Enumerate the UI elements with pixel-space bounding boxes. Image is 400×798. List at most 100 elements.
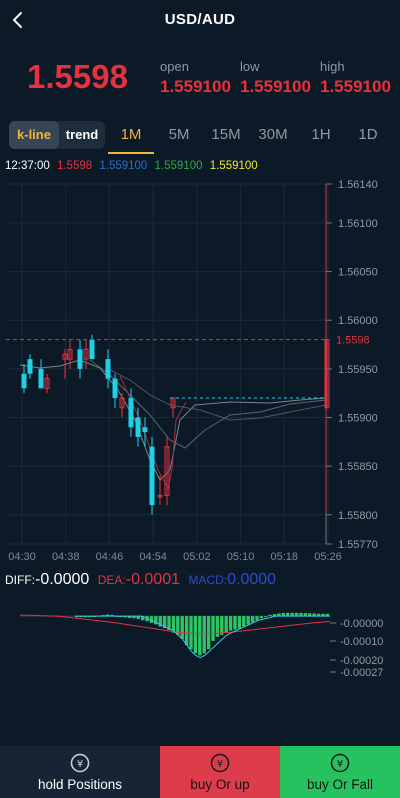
info-value-1: 1.5598 bbox=[56, 160, 93, 172]
y-tick-label: 1.55950 bbox=[338, 364, 378, 376]
macd-histogram-bar bbox=[180, 616, 184, 639]
macd-y-tick-label: -0.00000 bbox=[340, 618, 383, 630]
macd-histogram-bar bbox=[264, 616, 268, 618]
candle-body bbox=[27, 359, 33, 374]
hold-positions-label: hold Positions bbox=[37, 777, 123, 792]
quote-summary: 1.5598 open 1.559100 low 1.559100 high 1… bbox=[0, 52, 400, 102]
macd-histogram-bar bbox=[162, 616, 167, 629]
x-tick-label: 05:26 bbox=[314, 551, 342, 563]
candle-body bbox=[21, 373, 27, 389]
yen-up-icon: ¥ bbox=[209, 752, 231, 774]
tab-30m[interactable]: 30M bbox=[258, 126, 288, 143]
macd-histogram-bar bbox=[237, 616, 242, 629]
chart-mode-toggle: k-line trend bbox=[9, 121, 105, 149]
macd-y-tick-label: -0.00027 bbox=[340, 667, 383, 679]
svg-text:¥: ¥ bbox=[77, 759, 83, 770]
macd-histogram-bar bbox=[312, 613, 316, 617]
kline-mode-button[interactable]: k-line bbox=[9, 121, 59, 149]
bottom-action-bar: ¥ hold Positions ¥ buy Or up ¥ buy Or Fa… bbox=[0, 746, 400, 798]
macd-histogram-bar bbox=[198, 616, 202, 656]
macd-histogram-bar bbox=[167, 616, 171, 630]
ma-line-long bbox=[109, 369, 327, 421]
page-title: USD/AUD bbox=[164, 11, 236, 28]
back-arrow-icon[interactable] bbox=[10, 9, 30, 31]
x-tick-label: 05:18 bbox=[271, 551, 299, 563]
y-tick-label: 1.55900 bbox=[338, 413, 378, 425]
active-tab-indicator bbox=[108, 152, 154, 154]
macd-histogram-bar bbox=[299, 612, 303, 617]
macd-histogram-bar bbox=[246, 616, 250, 625]
svg-text:¥: ¥ bbox=[217, 759, 223, 770]
dea-value: -0.0001 bbox=[125, 571, 180, 588]
macd-histogram-bar bbox=[220, 616, 224, 635]
x-tick-label: 04:46 bbox=[96, 551, 124, 563]
candle-body bbox=[157, 494, 163, 498]
buy-up-button[interactable]: ¥ buy Or up bbox=[160, 746, 280, 798]
macd-histogram-bar bbox=[140, 616, 145, 621]
candle-body bbox=[38, 368, 44, 389]
tab-15m[interactable]: 15M bbox=[211, 126, 241, 143]
diff-label: DIFF: bbox=[5, 573, 35, 587]
macd-histogram-bar bbox=[215, 616, 220, 637]
info-time: 12:37:00 bbox=[5, 160, 50, 172]
macd-histogram-bar bbox=[321, 613, 325, 617]
macd-histogram-bar bbox=[290, 612, 294, 617]
high-stat: high 1.559100 bbox=[320, 59, 391, 97]
buy-fall-button[interactable]: ¥ buy Or Fall bbox=[280, 746, 400, 798]
macd-histogram-bar bbox=[316, 613, 321, 617]
current-price: 1.5598 bbox=[27, 58, 128, 95]
chart-tabs: k-line trend 1M 5M 15M 30M 1H 1D bbox=[0, 118, 400, 154]
high-label: high bbox=[320, 59, 345, 74]
macd-histogram-bar bbox=[123, 616, 127, 618]
candle-body bbox=[62, 353, 68, 360]
tab-1m[interactable]: 1M bbox=[120, 126, 142, 143]
candlestick-series bbox=[21, 334, 330, 515]
chart-canvas[interactable]: 04:30 04:38 04:46 04:54 05:02 05:10 05:18 05:26… bbox=[0, 0, 400, 690]
candle-body bbox=[142, 427, 148, 433]
high-value: 1.559100 bbox=[320, 77, 391, 96]
macd-histogram-bar bbox=[281, 613, 286, 617]
candle-body bbox=[128, 398, 134, 428]
header: USD/AUD bbox=[0, 0, 400, 42]
y-tick-label: 1.56100 bbox=[338, 218, 378, 230]
candle-body bbox=[105, 359, 111, 379]
tab-1h[interactable]: 1H bbox=[311, 126, 331, 143]
low-stat: low 1.559100 bbox=[240, 59, 311, 97]
macd-histogram-bar bbox=[101, 615, 105, 617]
macd-histogram-bar bbox=[176, 616, 180, 635]
info-value-4: 1.559100 bbox=[209, 160, 258, 172]
current-price-axis-label: 1.5598 bbox=[336, 335, 370, 347]
x-tick-label: 04:54 bbox=[139, 551, 167, 563]
diff-line bbox=[75, 615, 330, 659]
candle-body bbox=[44, 378, 50, 389]
tab-5m[interactable]: 5M bbox=[168, 126, 190, 143]
macd-histogram-bar bbox=[171, 616, 176, 633]
macd-histogram-bar bbox=[294, 612, 299, 617]
macd-histogram-bar bbox=[127, 616, 132, 618]
open-label: open bbox=[160, 59, 189, 74]
coin-stack-icon: ¥ bbox=[69, 752, 91, 774]
open-value: 1.559100 bbox=[160, 77, 231, 96]
candle-body bbox=[77, 349, 83, 369]
candle-body bbox=[135, 417, 141, 437]
macd-histogram-bar bbox=[255, 616, 259, 621]
low-value: 1.559100 bbox=[240, 77, 311, 96]
tab-1d[interactable]: 1D bbox=[358, 126, 378, 143]
price-axis: 04:30 04:38 04:46 04:54 05:02 05:10 05:18 05:26… bbox=[6, 179, 378, 563]
trend-mode-button[interactable]: trend bbox=[65, 127, 99, 142]
macd-histogram-bar bbox=[158, 616, 162, 627]
macd-histogram-bar bbox=[250, 616, 255, 623]
y-tick-label: 1.56050 bbox=[338, 267, 378, 279]
macd-histogram-bar bbox=[224, 616, 228, 633]
macd-histogram-bar bbox=[259, 616, 264, 619]
macd-histogram-bar bbox=[277, 613, 281, 617]
macd-histogram-bar bbox=[272, 614, 277, 617]
x-tick-label: 05:02 bbox=[183, 551, 211, 563]
macd-histogram-bar bbox=[206, 616, 211, 650]
macd-values: DIFF:-0.0000 DEA:-0.0001 MACD:0.0000 bbox=[5, 571, 276, 589]
macd-histogram-bar bbox=[132, 616, 136, 619]
macd-histogram-bar bbox=[193, 616, 198, 654]
y-tick-label: 1.55850 bbox=[338, 461, 378, 473]
macd-histogram-bar bbox=[325, 613, 329, 617]
hold-positions-button[interactable]: ¥ hold Positions bbox=[0, 746, 160, 798]
